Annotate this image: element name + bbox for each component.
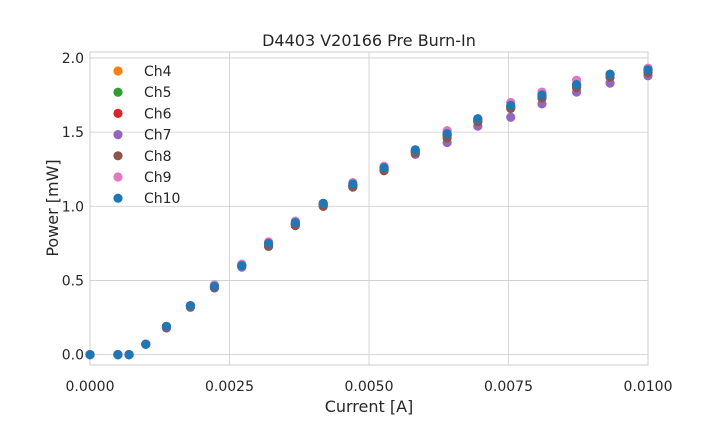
- legend-label: Ch10: [144, 191, 180, 207]
- legend-marker: [113, 193, 123, 203]
- data-point: [318, 198, 328, 208]
- x-tick-label: 0.0100: [624, 379, 673, 395]
- data-point: [473, 114, 483, 124]
- legend-label: Ch9: [144, 170, 172, 186]
- data-point: [571, 80, 582, 90]
- data-point: [643, 65, 653, 75]
- data-point: [141, 339, 151, 349]
- chart-title: D4403 V20166 Pre Burn-In: [262, 31, 476, 50]
- y-tick-label: 0.0: [62, 348, 84, 364]
- data-point: [605, 69, 615, 79]
- legend-label: Ch4: [144, 64, 172, 80]
- x-tick-label: 0.0025: [205, 379, 254, 395]
- grid: [89, 52, 649, 365]
- plot-frame: [89, 51, 649, 366]
- data-point: [379, 163, 389, 173]
- legend-label: Ch8: [144, 149, 172, 165]
- data-point: [506, 100, 516, 111]
- y-axis-label: Power [mW]: [43, 159, 62, 256]
- y-tick-label: 2.0: [62, 51, 84, 67]
- legend-marker: [113, 151, 123, 161]
- x-tick-label: 0.0050: [345, 379, 394, 395]
- data-point: [263, 238, 274, 248]
- legend-label: Ch6: [144, 106, 172, 122]
- data-point: [209, 281, 220, 291]
- data-point: [85, 350, 95, 360]
- data-point: [290, 217, 300, 228]
- legend-marker: [113, 87, 123, 97]
- legend-marker: [113, 130, 123, 140]
- x-tick-label: 0.0000: [66, 379, 115, 395]
- legend: Ch4 Ch5 Ch6 Ch7 Ch8 Ch9 Ch10: [113, 64, 180, 207]
- y-tick-label: 1.0: [62, 199, 84, 215]
- y-tick-label: 0.5: [62, 273, 84, 289]
- legend-marker: [113, 108, 123, 118]
- x-axis-ticks: 0.0000 0.0025 0.0050 0.0075 0.0100: [66, 379, 673, 395]
- data-point: [537, 90, 547, 100]
- data-point: [410, 145, 420, 155]
- legend-label: Ch7: [144, 128, 172, 144]
- y-tick-label: 1.5: [62, 125, 84, 141]
- x-axis-label: Current [A]: [325, 397, 414, 416]
- data-point: [237, 261, 247, 271]
- data-point: [442, 128, 452, 139]
- legend-label: Ch5: [144, 85, 172, 101]
- y-axis-ticks: 0.0 0.5 1.0 1.5 2.0: [62, 51, 84, 364]
- legend-marker: [113, 172, 123, 182]
- data-point: [124, 350, 134, 360]
- data-point: [348, 179, 358, 189]
- data-points: [85, 63, 653, 360]
- legend-marker: [113, 66, 123, 76]
- data-point: [506, 112, 516, 122]
- data-point: [113, 350, 123, 360]
- series-ch10: [85, 65, 653, 360]
- data-point: [185, 301, 196, 311]
- x-tick-label: 0.0075: [484, 379, 533, 395]
- data-point: [161, 321, 172, 332]
